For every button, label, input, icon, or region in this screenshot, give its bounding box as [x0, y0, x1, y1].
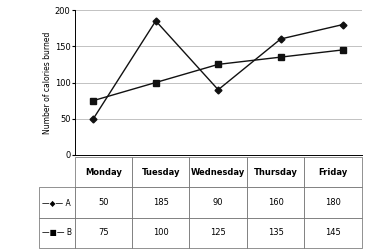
Y-axis label: Number of calories burned: Number of calories burned: [43, 31, 52, 134]
